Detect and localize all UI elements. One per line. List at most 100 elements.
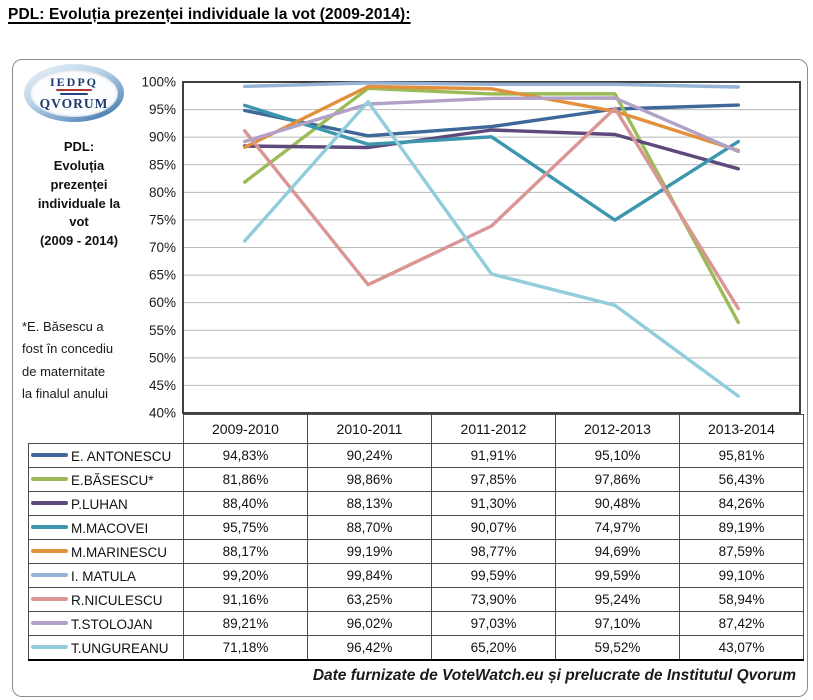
legend-line-swatch (31, 452, 68, 457)
value-cell: 96,02% (307, 611, 432, 636)
value-cell: 84,26% (679, 491, 804, 516)
series-name: M.MARINESCU (71, 544, 168, 560)
series-name: T.UNGUREANU (71, 640, 169, 656)
legend-line-swatch (31, 596, 68, 601)
y-axis-tick-label: 45% (149, 378, 176, 393)
value-cell: 91,30% (431, 491, 556, 516)
chart-heading: PDL: Evoluția prezenței individuale la v… (37, 139, 121, 249)
series-line-6 (242, 106, 740, 311)
series-name: M.MACOVEI (71, 520, 149, 536)
value-cell: 87,59% (679, 539, 804, 564)
value-cell: 59,52% (555, 635, 680, 661)
value-cell: 73,90% (431, 587, 556, 612)
value-cell: 91,91% (431, 443, 556, 468)
table-row: E. ANTONESCU 94,83% 90,24% 91,91% 95,10% 95,8… (28, 443, 804, 468)
legend-cell: T.UNGUREANU (28, 635, 184, 661)
year-header-cell: 2013-2014 (679, 414, 804, 444)
series-name: T.STOLOJAN (71, 616, 153, 632)
legend-line-swatch (31, 524, 68, 529)
value-cell: 88,13% (307, 491, 432, 516)
value-cell: 89,19% (679, 515, 804, 540)
value-cell: 87,42% (679, 611, 804, 636)
value-cell: 99,59% (431, 563, 556, 588)
value-cell: 81,86% (183, 467, 308, 492)
y-axis-tick-label: 65% (149, 268, 176, 283)
series-line-5 (242, 81, 740, 89)
value-cell: 94,83% (183, 443, 308, 468)
value-cell: 99,59% (555, 563, 680, 588)
legend-cell: I. MATULA (28, 563, 184, 588)
table-header: 2009-2010 2010-2011 2011-2012 2012-2013 2013… (29, 414, 804, 444)
value-cell: 90,07% (431, 515, 556, 540)
value-cell: 65,20% (431, 635, 556, 661)
year-header-cell: 2009-2010 (183, 414, 308, 444)
value-cell: 99,20% (183, 563, 308, 588)
table-row: M.MACOVEI 95,75% 88,70% 90,07% 74,97% 89,19% (28, 515, 804, 540)
value-cell: 88,70% (307, 515, 432, 540)
value-cell: 58,94% (679, 587, 804, 612)
value-cell: 97,86% (555, 467, 680, 492)
series-line-7 (242, 96, 740, 154)
value-cell: 74,97% (555, 515, 680, 540)
logo-acronym-text: IEDPQ (49, 74, 98, 89)
y-axis-tick-label: 95% (149, 102, 176, 117)
legend-line-swatch (31, 572, 68, 577)
table-row: P.LUHAN 88,40% 88,13% 91,30% 90,48% 84,26% (28, 491, 804, 516)
legend-line-swatch (31, 644, 68, 649)
legend-cell: P.LUHAN (28, 491, 184, 516)
legend-cell: M.MARINESCU (28, 539, 184, 564)
legend-line-swatch (31, 620, 68, 625)
series-line-4 (242, 84, 740, 153)
data-table: 2009-2010 2010-2011 2011-2012 2012-2013 2013… (28, 414, 804, 661)
table-row: I. MATULA 99,20% 99,84% 99,59% 99,59% 99,10% (28, 563, 804, 588)
value-cell: 95,81% (679, 443, 804, 468)
y-axis-tick-label: 55% (149, 323, 176, 338)
y-axis-tick-label: 50% (149, 350, 176, 365)
table-row: R.NICULESCU 91,16% 63,25% 73,90% 95,24% 58,94… (28, 587, 804, 612)
series-line-8 (242, 100, 740, 398)
year-header-cell: 2010-2011 (307, 414, 432, 444)
source-caption: Date furnizate de VoteWatch.eu și preluc… (312, 667, 796, 684)
logo-red-rule (56, 89, 92, 92)
table-corner-cell (29, 415, 184, 444)
year-header-row: 2009-2010 2010-2011 2011-2012 2012-2013 2013… (29, 414, 804, 444)
value-cell: 88,40% (183, 491, 308, 516)
value-cell: 97,10% (555, 611, 680, 636)
qvorum-logo-inner: IEDPQ QVORUM (30, 69, 118, 117)
value-cell: 43,07% (679, 635, 804, 661)
qvorum-logo: IEDPQ QVORUM (24, 64, 124, 122)
series-name: R.NICULESCU (71, 592, 163, 608)
value-cell: 95,75% (183, 515, 308, 540)
legend-line-swatch (31, 548, 68, 553)
value-cell: 97,03% (431, 611, 556, 636)
value-cell: 99,10% (679, 563, 804, 588)
value-cell: 99,19% (307, 539, 432, 564)
y-axis-tick-label: 75% (149, 212, 176, 227)
legend-cell: T.STOLOJAN (28, 611, 184, 636)
value-cell: 90,48% (555, 491, 680, 516)
table-row: E.BĂSESCU* 81,86% 98,86% 97,85% 97,86% 56,43% (28, 467, 804, 492)
table-row: T.STOLOJAN 89,21% 96,02% 97,03% 97,10% 87,42% (28, 611, 804, 636)
basescu-footnote: *E. Băsescu a fost în concediu de matern… (22, 319, 114, 402)
value-cell: 91,16% (183, 587, 308, 612)
y-axis-tick-label: 60% (149, 295, 176, 310)
table-row: T.UNGUREANU 71,18% 96,42% 65,20% 59,52% 43,07… (28, 635, 804, 661)
legend-cell: M.MACOVEI (28, 515, 184, 540)
y-axis-tick-label: 90% (149, 130, 176, 145)
table-row: M.MARINESCU 88,17% 99,19% 98,77% 94,69% 87,59… (28, 539, 804, 564)
series-name: E. ANTONESCU (71, 448, 172, 464)
legend-cell: E.BĂSESCU* (28, 467, 184, 492)
value-cell: 95,24% (555, 587, 680, 612)
legend-line-swatch (31, 500, 68, 505)
value-cell: 96,42% (307, 635, 432, 661)
y-axis-tick-label: 40% (149, 406, 176, 421)
value-cell: 71,18% (183, 635, 308, 661)
y-axis-tick-label: 100% (141, 75, 176, 90)
value-cell: 94,69% (555, 539, 680, 564)
series-name: E.BĂSESCU* (71, 472, 154, 488)
series-name: P.LUHAN (71, 496, 128, 512)
page-title: PDL: Evoluția prezenței individuale la v… (8, 6, 411, 23)
value-cell: 98,86% (307, 467, 432, 492)
series-line-0 (242, 103, 740, 138)
